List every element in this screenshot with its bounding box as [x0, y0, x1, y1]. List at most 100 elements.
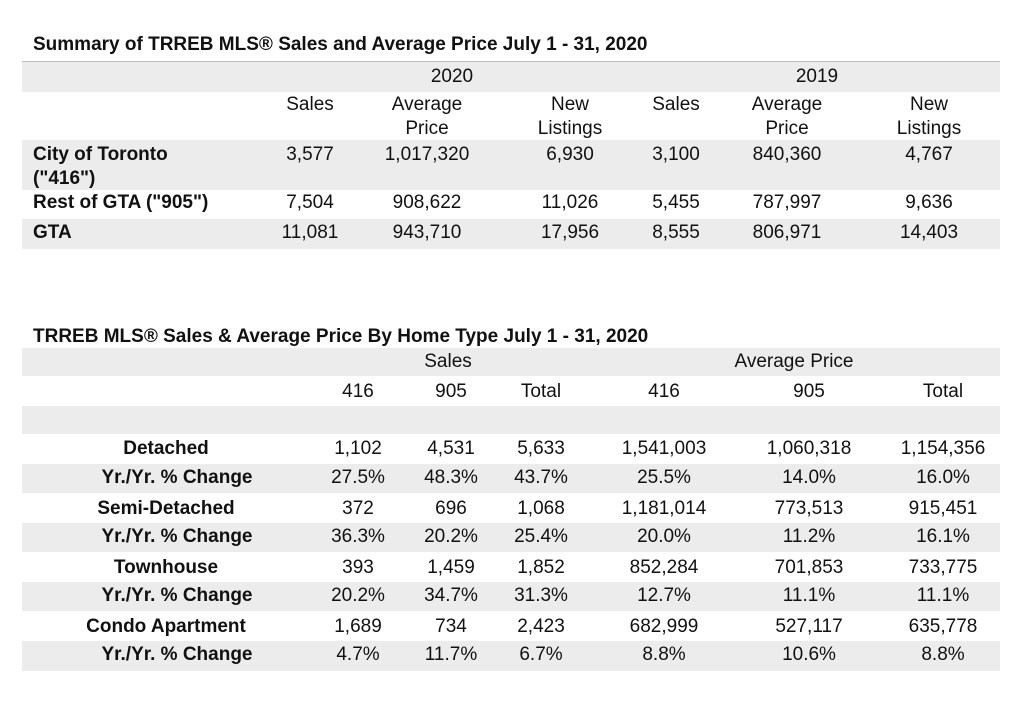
value-cell: 1,154,356	[900, 438, 986, 459]
col-header-price-total: Total	[922, 381, 964, 402]
value-cell: 393	[342, 557, 374, 578]
value-cell: 852,284	[629, 557, 699, 578]
by-type-spacer-row	[22, 406, 1000, 434]
value-cell: 25.5%	[637, 467, 691, 488]
value-cell: 20.2%	[424, 526, 478, 547]
value-cell: 6.7%	[519, 644, 563, 665]
by-type-row-townhouse: Townhouse 393 1,459 1,852 852,284 701,85…	[22, 552, 1000, 582]
by-type-row-detached: Detached 1,102 4,531 5,633 1,541,003 1,0…	[22, 434, 1000, 464]
value-cell: 8,555	[652, 222, 700, 243]
col-header-sales-total: Total	[520, 381, 562, 402]
value-cell: 48.3%	[424, 467, 478, 488]
value-cell: 915,451	[908, 498, 978, 519]
col-header-sales-905: 905	[435, 381, 467, 402]
col-header-sales-2020: Sales	[286, 94, 334, 115]
by-type-column-header-row: 416 905 Total 416 905 Total	[22, 376, 1000, 406]
value-cell: 1,541,003	[621, 438, 707, 459]
summary-row-gta: GTA 11,081 943,710 17,956 8,555 806,971 …	[22, 219, 1000, 249]
value-cell: 20.2%	[331, 585, 385, 606]
value-cell: 696	[435, 498, 467, 519]
value-cell: 17,956	[540, 222, 600, 243]
summary-row-toronto: City of Toronto ("416") 3,577 1,017,320 6…	[22, 140, 1000, 190]
value-cell: 5,455	[652, 192, 700, 213]
summary-year-header-row: 2020 2019	[22, 61, 1000, 92]
by-type-title: TRREB MLS® Sales & Average Price By Home…	[33, 326, 649, 347]
summary-row-rest-of-gta: Rest of GTA ("905") 7,504 908,622 11,026…	[22, 190, 1000, 219]
value-cell: 733,775	[908, 557, 978, 578]
row-label: Townhouse	[113, 557, 219, 578]
row-label: Detached	[123, 438, 209, 459]
value-cell: 943,710	[392, 222, 462, 243]
value-cell: 8.8%	[921, 644, 965, 665]
by-type-row-semi-detached: Semi-Detached 372 696 1,068 1,181,014 77…	[22, 493, 1000, 523]
value-cell: 1,068	[517, 498, 565, 519]
value-cell: 11.7%	[424, 644, 478, 665]
value-cell: 14,403	[899, 222, 959, 243]
by-type-row-condo-apartment: Condo Apartment 1,689 734 2,423 682,999 …	[22, 611, 1000, 641]
value-cell: 2,423	[517, 616, 565, 637]
row-label: Yr./Yr. % Change	[101, 585, 253, 606]
group-header-average-price: Average Price	[734, 351, 854, 372]
value-cell: 1,102	[334, 438, 382, 459]
value-cell: 4.7%	[336, 644, 380, 665]
by-type-row-condo-apartment-change: Yr./Yr. % Change 4.7% 11.7% 6.7% 8.8% 10…	[22, 641, 1000, 671]
row-label: Condo Apartment	[86, 616, 246, 637]
value-cell: 372	[342, 498, 374, 519]
value-cell: 11,026	[541, 192, 599, 213]
row-label: Semi-Detached	[97, 498, 235, 519]
by-type-row-townhouse-change: Yr./Yr. % Change 20.2% 34.7% 31.3% 12.7%…	[22, 582, 1000, 611]
value-cell: 8.8%	[642, 644, 686, 665]
value-cell: 682,999	[629, 616, 699, 637]
value-cell: 4,531	[427, 438, 475, 459]
value-cell: 9,636	[905, 192, 953, 213]
value-cell: 31.3%	[514, 585, 568, 606]
value-cell: 14.0%	[782, 467, 836, 488]
value-cell: 1,181,014	[621, 498, 707, 519]
by-type-group-header-row: Sales Average Price	[22, 348, 1000, 376]
value-cell: 7,504	[286, 192, 334, 213]
col-header-price-416: 416	[648, 381, 680, 402]
value-cell: 1,459	[427, 557, 475, 578]
year-2019-header: 2019	[795, 66, 839, 87]
summary-column-header-row: Sales Average Price New Listings Sales Ave…	[22, 91, 1000, 140]
value-cell: 806,971	[752, 222, 822, 243]
value-cell: 5,633	[517, 438, 565, 459]
col-header-avg-price-2020: Average Price	[391, 94, 463, 139]
col-header-sales-416: 416	[342, 381, 374, 402]
value-cell: 27.5%	[331, 467, 385, 488]
col-header-price-905: 905	[793, 381, 825, 402]
value-cell: 4,767	[905, 144, 953, 165]
value-cell: 36.3%	[331, 526, 385, 547]
value-cell: 787,997	[752, 192, 822, 213]
row-label: City of Toronto ("416")	[33, 144, 168, 189]
group-header-sales: Sales	[424, 351, 472, 372]
value-cell: 701,853	[774, 557, 844, 578]
row-label: Yr./Yr. % Change	[101, 467, 253, 488]
value-cell: 43.7%	[514, 467, 568, 488]
row-label: Yr./Yr. % Change	[101, 526, 253, 547]
value-cell: 11.1%	[916, 585, 970, 606]
by-type-row-semi-detached-change: Yr./Yr. % Change 36.3% 20.2% 25.4% 20.0%…	[22, 523, 1000, 552]
by-type-row-detached-change: Yr./Yr. % Change 27.5% 48.3% 43.7% 25.5%…	[22, 464, 1000, 493]
value-cell: 1,852	[517, 557, 565, 578]
value-cell: 635,778	[908, 616, 978, 637]
value-cell: 16.0%	[916, 467, 970, 488]
row-label: GTA	[33, 222, 72, 243]
summary-title: Summary of TRREB MLS® Sales and Average …	[33, 34, 648, 55]
value-cell: 16.1%	[916, 526, 970, 547]
row-label: Yr./Yr. % Change	[101, 644, 253, 665]
value-cell: 1,017,320	[384, 144, 470, 165]
value-cell: 34.7%	[424, 585, 478, 606]
value-cell: 1,689	[334, 616, 382, 637]
value-cell: 908,622	[392, 192, 462, 213]
value-cell: 773,513	[774, 498, 844, 519]
value-cell: 734	[435, 616, 467, 637]
value-cell: 6,930	[546, 144, 594, 165]
value-cell: 11,081	[281, 222, 339, 243]
year-2020-header: 2020	[430, 66, 474, 87]
value-cell: 10.6%	[782, 644, 836, 665]
col-header-sales-2019: Sales	[652, 94, 700, 115]
col-header-new-listings-2020: New Listings	[537, 94, 603, 139]
value-cell: 527,117	[775, 616, 843, 637]
col-header-avg-price-2019: Average Price	[751, 94, 823, 139]
